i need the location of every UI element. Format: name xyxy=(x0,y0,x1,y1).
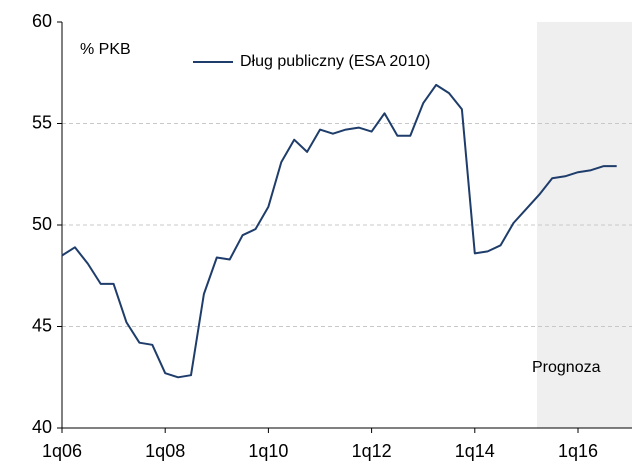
y-tick-label: 40 xyxy=(32,417,52,437)
y-tick-label: 60 xyxy=(32,11,52,31)
series-line xyxy=(61,83,617,379)
x-tick-label: 1q14 xyxy=(455,441,495,461)
legend-label: Dług publiczny (ESA 2010) xyxy=(240,53,430,70)
y-tick-label: 45 xyxy=(32,315,52,335)
x-tick-label: 1q06 xyxy=(42,441,82,461)
x-tick-label: 1q10 xyxy=(248,441,288,461)
x-tick-label: 1q16 xyxy=(558,441,598,461)
x-tick-label: 1q12 xyxy=(352,441,392,461)
forecast-label: Prognoza xyxy=(532,359,601,376)
y-tick-label: 50 xyxy=(32,214,52,234)
x-tick-label: 1q08 xyxy=(145,441,185,461)
y-tick-label: 55 xyxy=(32,112,52,132)
y-unit-label: % PKB xyxy=(80,41,131,58)
